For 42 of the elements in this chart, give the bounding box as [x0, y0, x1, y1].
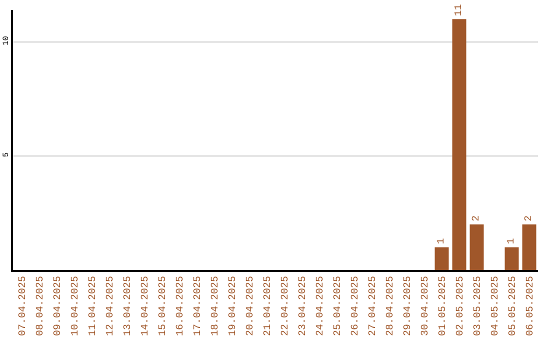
bar	[504, 247, 519, 270]
x-tick-label: 05.05.2025	[508, 276, 519, 336]
data-label: 11	[454, 4, 465, 16]
y-tick-label: 5	[2, 152, 11, 158]
x-tick-label: 02.05.2025	[456, 276, 466, 336]
x-tick-label: 24.04.2025	[316, 276, 326, 336]
x-tick-label: 07.04.2025	[18, 276, 29, 336]
x-tick-label: 08.04.2025	[36, 276, 46, 336]
data-label: 2	[524, 215, 535, 222]
bar	[470, 224, 484, 270]
x-tick-label: 21.04.2025	[263, 276, 274, 336]
data-label: 1	[436, 238, 448, 244]
x-tick-label: 26.04.2025	[350, 276, 362, 336]
x-tick-label: 13.04.2025	[123, 276, 134, 336]
x-tick-label: 12.04.2025	[106, 276, 116, 336]
bar	[522, 224, 536, 270]
x-tick-label: 01.05.2025	[438, 276, 449, 336]
x-tick-label: 06.05.2025	[526, 276, 536, 336]
x-tick-label: 04.05.2025	[490, 276, 502, 336]
x-tick-label: 19.04.2025	[228, 276, 239, 336]
x-tick-label: 20.04.2025	[246, 276, 256, 336]
x-tick-label: 22.04.2025	[280, 276, 292, 336]
bar	[452, 19, 466, 270]
x-tick-label: 10.04.2025	[70, 276, 82, 336]
data-label: 2	[471, 215, 482, 222]
x-tick-label: 28.04.2025	[386, 276, 396, 336]
x-tick-label: 17.04.2025	[193, 276, 204, 336]
x-tick-label: 27.04.2025	[368, 276, 379, 336]
x-tick-label: 14.04.2025	[140, 276, 152, 336]
x-tick-label: 25.04.2025	[333, 276, 344, 336]
x-tick-label: 23.04.2025	[298, 276, 309, 336]
x-tick-label: 18.04.2025	[210, 276, 222, 336]
x-tick-label: 09.04.2025	[53, 276, 64, 336]
x-tick-label: 30.04.2025	[420, 276, 432, 336]
x-tick-label: 15.04.2025	[158, 276, 169, 336]
x-tick-label: 16.04.2025	[176, 276, 186, 336]
y-tick-label: 10	[2, 36, 11, 46]
bar	[434, 247, 449, 270]
x-tick-label: 29.04.2025	[403, 276, 414, 336]
data-label: 1	[506, 238, 518, 244]
x-tick-label: 03.05.2025	[473, 276, 484, 336]
x-tick-label: 11.04.2025	[88, 276, 99, 336]
